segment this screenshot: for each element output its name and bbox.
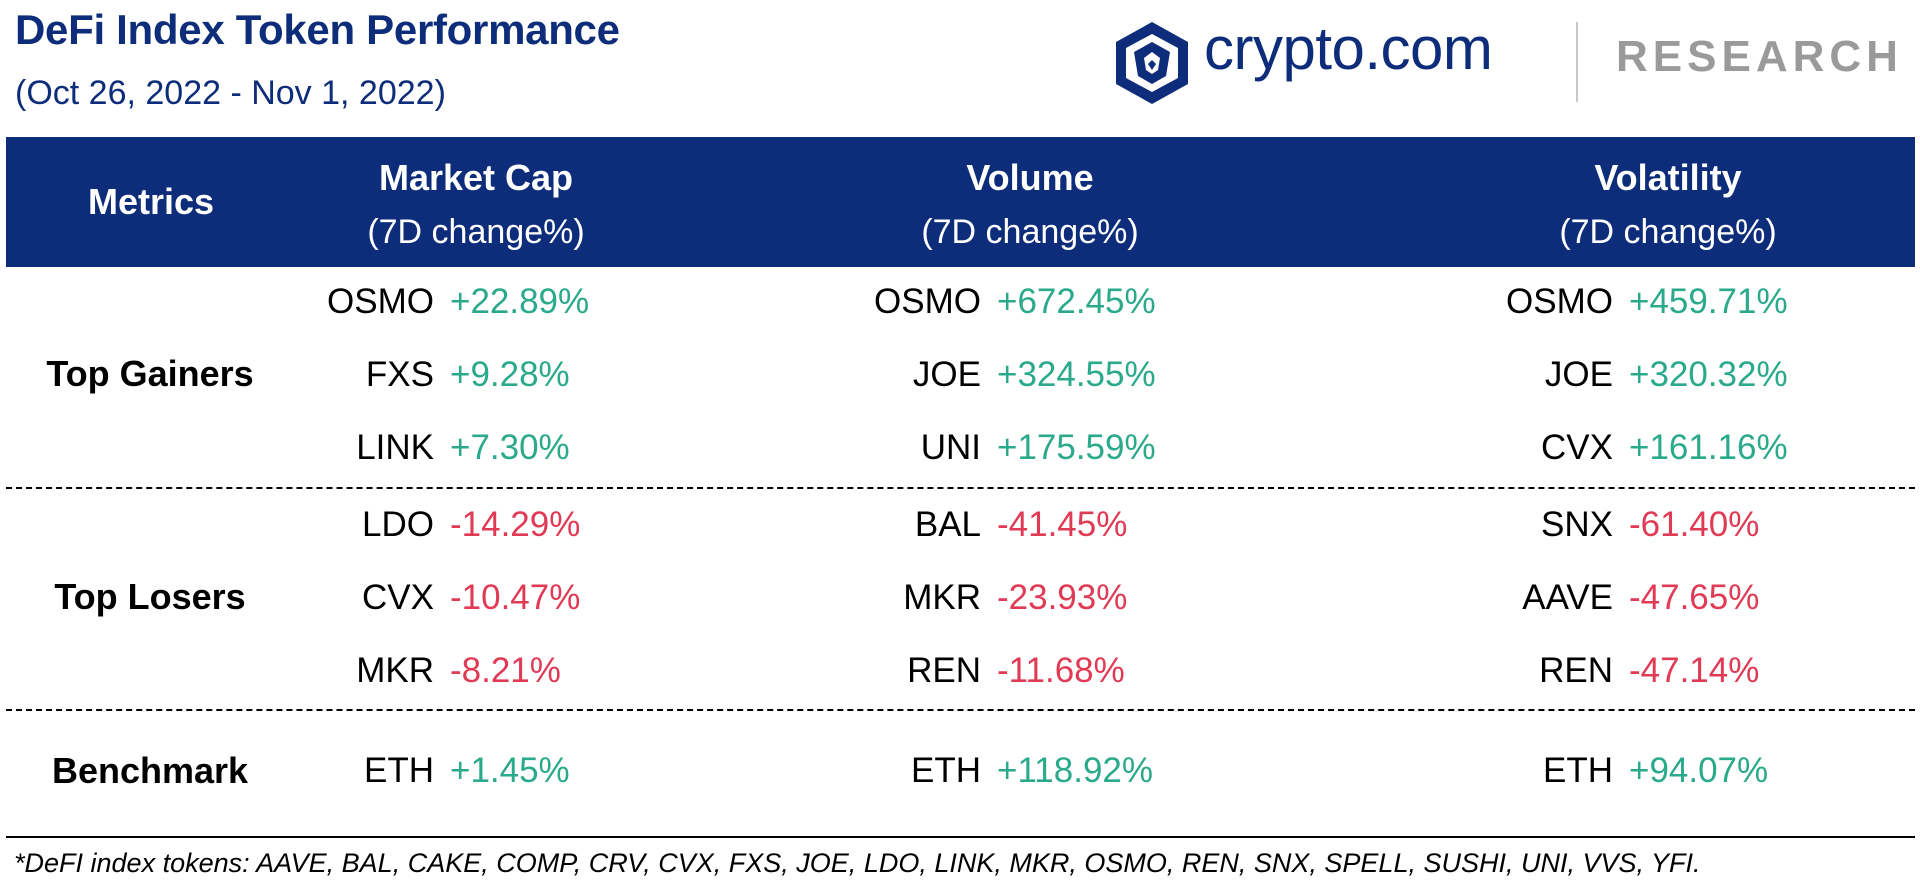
header-market-cap-title: Market Cap <box>378 157 574 198</box>
mc-gainer-1-change: +22.89% <box>450 282 590 321</box>
vol-loser-1-token: BAL <box>914 505 981 544</box>
header-volume-sub: (7D change%) <box>921 213 1139 251</box>
vol-loser-1-change: -41.45% <box>997 505 1128 544</box>
header-volume-title: Volume <box>966 157 1094 198</box>
vol-loser-3-change: -11.68% <box>997 651 1125 690</box>
header-market-cap: Market Cap (7D change%) <box>266 151 686 259</box>
mc-benchmark-token: ETH <box>364 751 434 790</box>
brand-divider <box>1576 22 1578 102</box>
footnote: *DeFI index tokens: AAVE, BAL, CAKE, COM… <box>14 848 1701 878</box>
vol-loser-3-token: REN <box>907 651 981 690</box>
mc-loser-3-token: MKR <box>356 651 434 690</box>
vola-gainer-2-change: +320.32% <box>1629 355 1788 394</box>
vola-loser-2-change: -47.65% <box>1629 578 1760 617</box>
date-range: (Oct 26, 2022 - Nov 1, 2022) <box>15 74 446 112</box>
vola-loser-3-change: -47.14% <box>1629 651 1760 690</box>
vol-benchmark-change: +118.92% <box>997 751 1154 790</box>
mc-gainer-1-token: OSMO <box>327 282 434 321</box>
vol-loser-2-change: -23.93% <box>997 578 1128 617</box>
table-header: Metrics Market Cap (7D change%) Volume (… <box>6 137 1915 267</box>
mc-gainer-3-token: LINK <box>356 428 434 467</box>
benchmark-label: Benchmark <box>51 750 249 791</box>
table-bottom-rule <box>6 836 1915 838</box>
header-volatility-title: Volatility <box>1594 157 1742 198</box>
vol-gainer-3-change: +175.59% <box>997 428 1156 467</box>
page-title: DeFi Index Token Performance <box>15 6 620 53</box>
vola-gainer-2-token: JOE <box>1544 355 1613 394</box>
vola-loser-2-token: AAVE <box>1522 578 1613 617</box>
top-gainers-label: Top Gainers <box>46 353 254 394</box>
research-label: RESEARCH <box>1616 32 1903 81</box>
mc-benchmark-change: +1.45% <box>450 751 570 790</box>
vola-loser-1-token: SNX <box>1541 505 1613 544</box>
vola-benchmark-token: ETH <box>1543 751 1613 790</box>
brand-name: crypto.com <box>1204 15 1493 82</box>
mc-loser-3-change: -8.21% <box>450 651 561 690</box>
vol-gainer-2-change: +324.55% <box>997 355 1156 394</box>
vola-gainer-1-change: +459.71% <box>1629 282 1788 321</box>
mc-loser-2-change: -10.47% <box>450 578 581 617</box>
top-losers-label: Top Losers <box>54 576 246 617</box>
mc-loser-1-change: -14.29% <box>450 505 581 544</box>
vola-loser-1-change: -61.40% <box>1629 505 1760 544</box>
vola-gainer-1-token: OSMO <box>1506 282 1613 321</box>
mc-gainer-3-change: +7.30% <box>450 428 570 467</box>
header-volatility: Volatility (7D change%) <box>1458 151 1878 259</box>
section-divider <box>6 487 1915 489</box>
vol-gainer-2-token: JOE <box>912 355 981 394</box>
header-volatility-sub: (7D change%) <box>1559 213 1777 251</box>
vola-benchmark-change: +94.07% <box>1629 751 1769 790</box>
vola-gainer-3-change: +161.16% <box>1629 428 1788 467</box>
header-volume: Volume (7D change%) <box>820 151 1240 259</box>
header-market-cap-sub: (7D change%) <box>367 213 585 251</box>
lion-shield-icon <box>1116 22 1188 104</box>
vol-gainer-3-token: UNI <box>920 428 981 467</box>
vol-gainer-1-change: +672.45% <box>997 282 1156 321</box>
vol-gainer-1-token: OSMO <box>874 282 981 321</box>
mc-gainer-2-change: +9.28% <box>450 355 570 394</box>
vola-gainer-3-token: CVX <box>1541 428 1613 467</box>
vol-benchmark-token: ETH <box>911 751 981 790</box>
vola-loser-3-token: REN <box>1539 651 1613 690</box>
header-metrics: Metrics <box>87 181 215 222</box>
mc-loser-1-token: LDO <box>362 505 434 544</box>
vol-loser-2-token: MKR <box>903 578 981 617</box>
mc-gainer-2-token: FXS <box>365 355 434 394</box>
section-divider <box>6 709 1915 711</box>
mc-loser-2-token: CVX <box>362 578 434 617</box>
